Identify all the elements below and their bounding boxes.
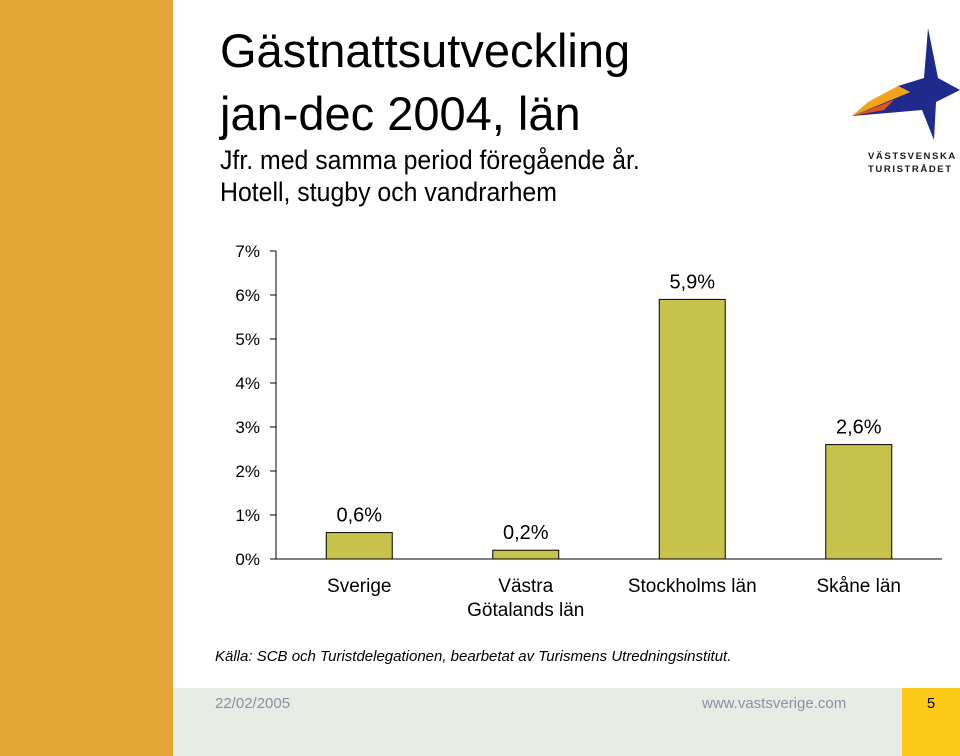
x-tick-label: Västra xyxy=(498,576,553,597)
subtitle-line2: Hotell, stugby och vandrarhem xyxy=(220,177,557,207)
x-tick-label: Götalands län xyxy=(467,600,584,621)
logo-text-line2: TURISTRÅDET xyxy=(868,164,953,175)
footer-url[interactable]: www.vastsverige.com xyxy=(702,695,847,712)
page-title-line2: jan-dec 2004, län xyxy=(220,87,581,140)
bar xyxy=(325,532,393,560)
footer-date: 22/02/2005 xyxy=(215,695,291,712)
x-tick-label: Sverige xyxy=(327,576,391,597)
y-tick-label: 5% xyxy=(235,330,260,349)
logo-text-line1: VÄSTSVENSKA xyxy=(868,151,957,162)
x-tick-label: Stockholms län xyxy=(628,576,757,597)
data-label: 0,6% xyxy=(336,505,382,527)
data-label: 2,6% xyxy=(836,417,882,439)
bar xyxy=(658,298,726,560)
y-tick-label: 2% xyxy=(235,462,260,481)
bar xyxy=(825,444,893,560)
source-note: Källa: SCB och Turistdelegationen, bearb… xyxy=(215,648,732,665)
star-logo-icon xyxy=(852,28,960,140)
page-title-line1: Gästnattsutveckling xyxy=(220,24,631,77)
footer-bar xyxy=(173,688,960,756)
page-number: 5 xyxy=(926,695,936,712)
y-tick-label: 4% xyxy=(235,374,260,393)
page-number-box xyxy=(902,688,960,756)
data-label: 5,9% xyxy=(669,271,715,293)
x-tick-label: Skåne län xyxy=(816,576,901,597)
y-tick-label: 7% xyxy=(235,242,260,261)
y-tick-label: 3% xyxy=(235,418,260,437)
subtitle-line1: Jfr. med samma period föregående år. xyxy=(220,145,640,175)
y-tick-label: 0% xyxy=(235,550,260,569)
bar xyxy=(492,549,560,560)
data-label: 0,2% xyxy=(503,522,549,544)
y-tick-label: 6% xyxy=(235,286,260,305)
side-accent-bar xyxy=(0,0,173,756)
y-tick-label: 1% xyxy=(235,506,260,525)
